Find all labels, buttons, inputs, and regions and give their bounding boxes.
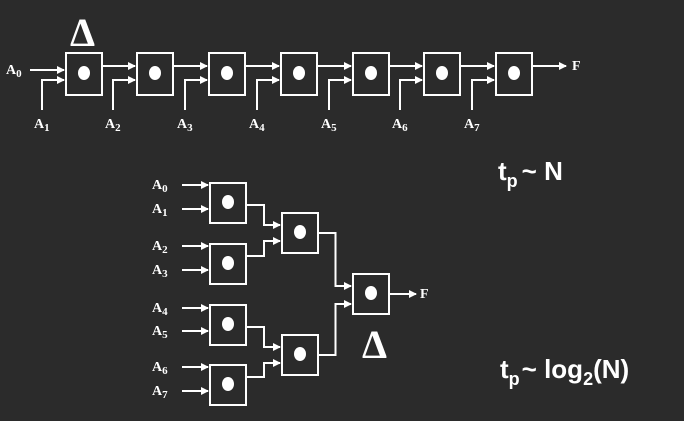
tree-l1-gate-2-dot [222, 317, 234, 331]
equation-log: tp~ log2(N) [500, 354, 629, 389]
tree-input-label-a1: A1 [152, 202, 168, 219]
tree-l1-gate-0-dot [222, 195, 234, 209]
tree-input-label-a3: A3 [152, 263, 168, 280]
equation-linear: tp ~ N [498, 156, 563, 191]
chain-gate-0-dot [78, 66, 90, 80]
tree-l1-gate-0 [209, 182, 247, 224]
chain-side-wire-5 [328, 76, 352, 110]
tree-wires [182, 181, 417, 395]
chain-input-label-a0: A0 [6, 63, 22, 80]
chain-side-wire-3 [184, 76, 208, 110]
chain-gate-6 [495, 52, 533, 96]
chain-wires [30, 62, 567, 110]
tree-l1-gate-1-dot [222, 256, 234, 270]
tree-wire-l2-1 [318, 300, 352, 356]
tree-input-label-a7: A7 [152, 384, 168, 401]
chain-gate-5 [423, 52, 461, 96]
chain-gate-2 [208, 52, 246, 96]
tree-wire-l2-0 [318, 232, 352, 290]
chain-output-label: F [572, 59, 581, 74]
chain-side-wire-1 [41, 76, 65, 110]
tree-l2-gate-1-dot [294, 347, 306, 361]
chain-gate-4-dot [365, 66, 377, 80]
chain-side-label-a5: A5 [321, 117, 337, 134]
chain-side-input-labels: A1 A2 A3 A4 A5 A6 A7 [34, 117, 480, 134]
chain-gate-0-box [65, 52, 103, 96]
chain-side-label-a2: A2 [105, 117, 121, 134]
tree-l3-gate [352, 273, 390, 315]
tree-l1-gate-1 [209, 243, 247, 285]
tree-gates [209, 182, 390, 406]
tree-l1-gate-3 [209, 364, 247, 406]
tree-input-label-a2: A2 [152, 239, 168, 256]
chain-side-label-a4: A4 [249, 117, 265, 134]
delta-symbol-chain: Δ [70, 10, 95, 55]
chain-gate-5-dot [436, 66, 448, 80]
chain-side-wire-6 [399, 76, 423, 110]
tree-wire-l1-0 [246, 204, 281, 229]
tree-l2-gate-0 [281, 212, 319, 254]
chain-gates [65, 52, 533, 96]
tree-input-label-a6: A6 [152, 360, 168, 377]
tree-wire-l1-3 [246, 359, 281, 378]
chain-gate-4 [352, 52, 390, 96]
chain-gate-0 [65, 52, 103, 96]
tree-wire-l1-2 [246, 326, 281, 351]
chain-gate-2-dot [221, 66, 233, 80]
chain-side-label-a7: A7 [464, 117, 480, 134]
chain-gate-1-dot [149, 66, 161, 80]
chain-side-wire-2 [112, 76, 136, 110]
tree-input-label-a5: A5 [152, 324, 168, 341]
tree-l3-gate-dot [365, 286, 377, 300]
tree-l1-gate-2 [209, 304, 247, 346]
chain-side-wire-4 [256, 76, 280, 110]
tree-input-label-a0: A0 [152, 178, 168, 195]
tree-output-label: F [420, 287, 429, 302]
chain-gate-6-dot [508, 66, 520, 80]
tree-wire-l1-1 [246, 237, 281, 257]
chain-side-wire-7 [471, 76, 495, 110]
chain-gate-3-dot [293, 66, 305, 80]
tree-l2-gate-1 [281, 334, 319, 376]
chain-side-label-a3: A3 [177, 117, 193, 134]
tree-l1-gate-3-dot [222, 377, 234, 391]
chain-side-label-a6: A6 [392, 117, 408, 134]
chain-gate-3 [280, 52, 318, 96]
delta-symbol-tree: Δ [362, 322, 387, 367]
tree-l2-gate-0-dot [294, 225, 306, 239]
chain-side-label-a1: A1 [34, 117, 50, 134]
tree-input-label-a4: A4 [152, 301, 168, 318]
chain-gate-1 [136, 52, 174, 96]
tree-input-labels: A0 A1 A2 A3 A4 A5 A6 A7 [152, 178, 168, 401]
